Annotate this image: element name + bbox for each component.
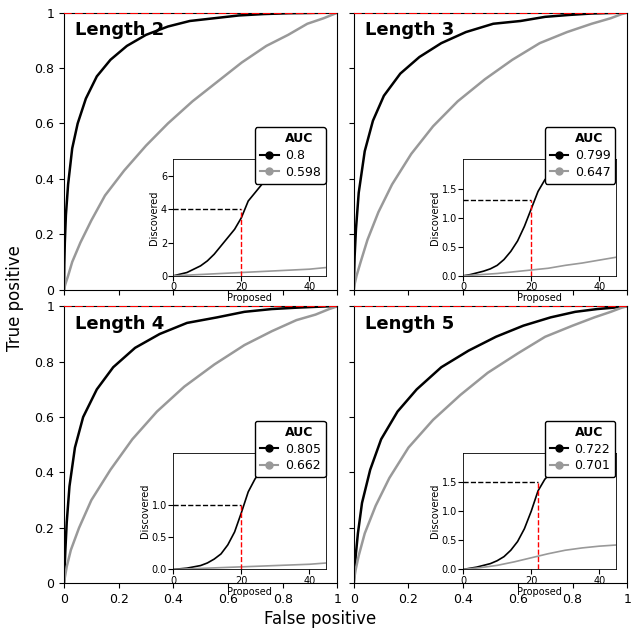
Text: False positive: False positive	[264, 610, 376, 628]
Text: Length 4: Length 4	[75, 314, 164, 333]
Text: Length 5: Length 5	[365, 314, 454, 333]
Text: Length 2: Length 2	[75, 21, 164, 39]
Legend: AUC, 0.8, 0.598: AUC, 0.8, 0.598	[255, 127, 326, 184]
Text: True positive: True positive	[6, 245, 24, 351]
Text: Length 3: Length 3	[365, 21, 454, 39]
Legend: AUC, 0.722, 0.701: AUC, 0.722, 0.701	[545, 421, 616, 477]
Legend: AUC, 0.799, 0.647: AUC, 0.799, 0.647	[545, 127, 616, 184]
Legend: AUC, 0.805, 0.662: AUC, 0.805, 0.662	[255, 421, 326, 477]
